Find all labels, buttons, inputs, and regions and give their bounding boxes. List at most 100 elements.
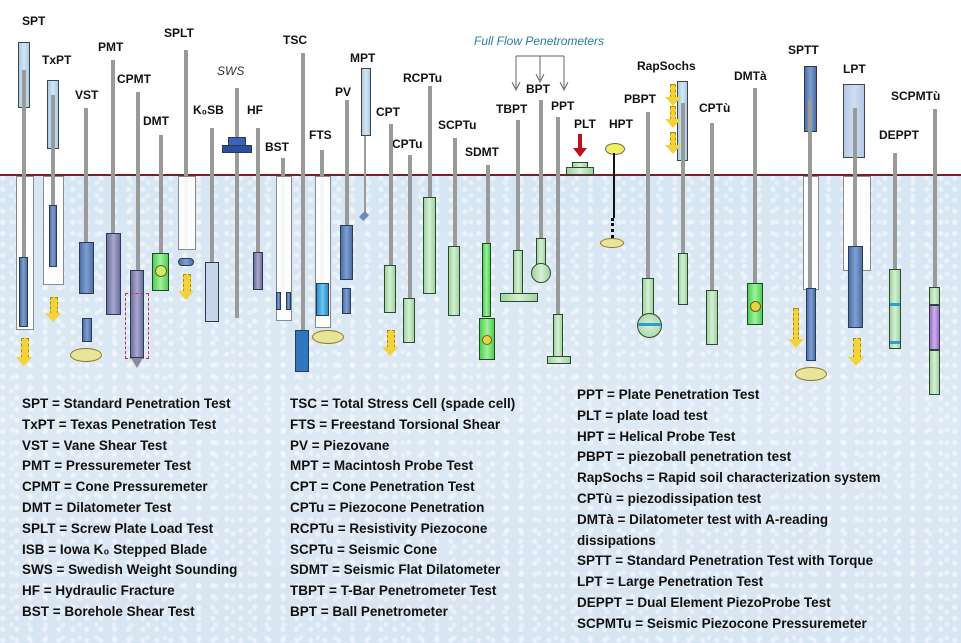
legend-item: PLT = plate load test <box>577 407 708 423</box>
lpt-rod <box>853 108 857 248</box>
ppt-plate-icon <box>547 356 571 364</box>
cpt-down-arrow-icon <box>382 330 398 356</box>
k0sb-rod <box>210 128 214 263</box>
legend-item: CPT = Cone Penetration Test <box>290 479 475 495</box>
label-txpt: TxPT <box>42 53 72 67</box>
spt-sampler-icon <box>19 257 28 327</box>
legend-item: SCPTu = Seismic Cone <box>290 541 438 557</box>
bst-borehole <box>276 176 292 321</box>
label-spt: SPT <box>22 14 46 28</box>
bst-shear-plate-left <box>276 292 281 310</box>
dmt-membrane-icon <box>155 265 167 277</box>
sws-weights-icon <box>222 145 252 153</box>
rcptu-rod <box>428 86 432 199</box>
scptu-probe-icon <box>448 246 460 316</box>
ppt-rod <box>556 117 560 317</box>
sdmt-seismic-module-icon <box>482 243 491 317</box>
pbpt-rod <box>646 112 650 280</box>
legend-item: CPTu = Piezocone Penetration <box>290 499 485 515</box>
legend-item: SWS = Swedish Weight Sounding <box>22 562 238 578</box>
pbpt-filter-band <box>638 323 661 326</box>
scpmtu-cone-icon <box>929 350 940 395</box>
label-cpt: CPT <box>376 105 400 119</box>
ppt-shaft <box>553 314 563 358</box>
legend-item: HPT = Helical Probe Test <box>577 428 736 444</box>
label-deppt: DEPPT <box>879 128 920 142</box>
legend-column-3: PPT = Plate Penetration Test PLT = plate… <box>577 385 880 635</box>
tbpt-t-bar-icon <box>500 293 538 302</box>
legend-item: SPTT = Standard Penetration Test with To… <box>577 553 874 569</box>
hpt-rotation-arrow-icon <box>600 238 624 248</box>
label-pbpt: PBPT <box>624 92 657 106</box>
dmt-rod <box>159 135 163 255</box>
deppt-probe-icon <box>889 269 901 349</box>
cpt-rod <box>389 124 393 266</box>
full-flow-bracket-arrows <box>511 55 569 92</box>
txpt-down-arrow-icon <box>45 297 61 322</box>
legend-item: TBPT = T-Bar Penetrometer Test <box>290 583 497 599</box>
fts-device-icon <box>316 283 329 316</box>
cpmt-cone-tip-icon <box>131 358 143 368</box>
sdmt-membrane-icon <box>482 335 492 345</box>
deppt-filter-1 <box>890 303 900 306</box>
legend-column-1: SPT = Standard Penetration Test TxPT = T… <box>22 394 237 623</box>
cptu-cone-icon <box>403 298 415 343</box>
label-k0sb: K₀SB <box>193 103 224 117</box>
label-scptu: SCPTu <box>438 118 477 132</box>
legend-column-2: TSC = Total Stress Cell (spade cell) FTS… <box>290 394 515 623</box>
legend-item: MPT = Macintosh Probe Test <box>290 458 474 474</box>
label-tsc: TSC <box>283 33 307 47</box>
rapsochs-probe-icon <box>678 253 688 305</box>
sptt-rod <box>808 100 812 290</box>
label-pv: PV <box>335 85 352 99</box>
legend-item: dissipations <box>577 532 656 548</box>
ground-surface-line <box>0 174 961 176</box>
label-hpt: HPT <box>609 117 633 131</box>
pmt-rod <box>111 60 115 235</box>
legend-item: DMTà = Dilatometer test with A-reading <box>577 511 829 527</box>
legend-item: DMT = Dilatometer Test <box>22 499 172 515</box>
legend-item: PPT = Plate Penetration Test <box>577 387 760 402</box>
legend-item: PV = Piezovane <box>290 437 390 453</box>
hpt-rod <box>613 153 615 218</box>
spt-rod <box>22 70 26 260</box>
legend-item: HF = Hydraulic Fracture <box>22 583 175 599</box>
legend-item: BPT = Ball Penetrometer <box>290 603 448 619</box>
cptu-diss-cone-icon <box>706 290 718 345</box>
legend-item: VST = Vane Shear Test <box>22 437 167 453</box>
legend-item: PBPT = piezoball penetration test <box>577 449 792 465</box>
plt-load-arrow-shaft <box>578 134 582 150</box>
sptt-down-arrow-icon <box>788 308 804 348</box>
rapsochs-arrow-2-icon <box>665 106 681 128</box>
legend-item: DEPPT = Dual Element PiezoProbe Test <box>577 594 831 610</box>
label-mpt: MPT <box>350 51 376 65</box>
splt-screw-plate-icon <box>178 258 194 266</box>
hf-probe-icon <box>253 252 263 290</box>
legend-item: RCPTu = Resistivity Piezocone <box>290 520 488 536</box>
deppt-rod <box>893 153 897 271</box>
sdmt-rod <box>486 165 490 245</box>
sptt-sampler-icon <box>806 288 816 361</box>
legend-item: SPT = Standard Penetration Test <box>22 396 231 411</box>
scpmtu-rod <box>933 109 937 289</box>
splt-rod <box>184 50 188 250</box>
cpmt-rod <box>136 92 140 272</box>
hpt-helix-icon <box>611 218 619 238</box>
legend-item: SCPMTu = Seismic Piezocone Pressuremeter <box>577 615 867 631</box>
lpt-sampler-icon <box>848 246 863 328</box>
lpt-down-arrow-icon <box>848 338 864 366</box>
bpt-ball-icon <box>531 263 551 283</box>
label-tbpt: TBPT <box>496 102 528 116</box>
tsc-rod <box>301 53 305 333</box>
label-pmt: PMT <box>98 40 124 54</box>
label-ppt: PPT <box>551 99 575 113</box>
vst-vane-icon <box>82 318 92 342</box>
label-rcptu: RCPTu <box>403 71 443 85</box>
splt-down-arrow-icon <box>178 274 194 300</box>
spt-down-arrow-icon <box>16 338 32 366</box>
sptt-torque-arrow-icon <box>795 367 827 381</box>
legend-item: RapSochs = Rapid soil characterization s… <box>577 470 881 486</box>
rapsochs-arrow-3-icon <box>665 132 681 154</box>
label-sws: SWS <box>217 64 245 78</box>
label-dmt: DMT <box>143 114 169 128</box>
